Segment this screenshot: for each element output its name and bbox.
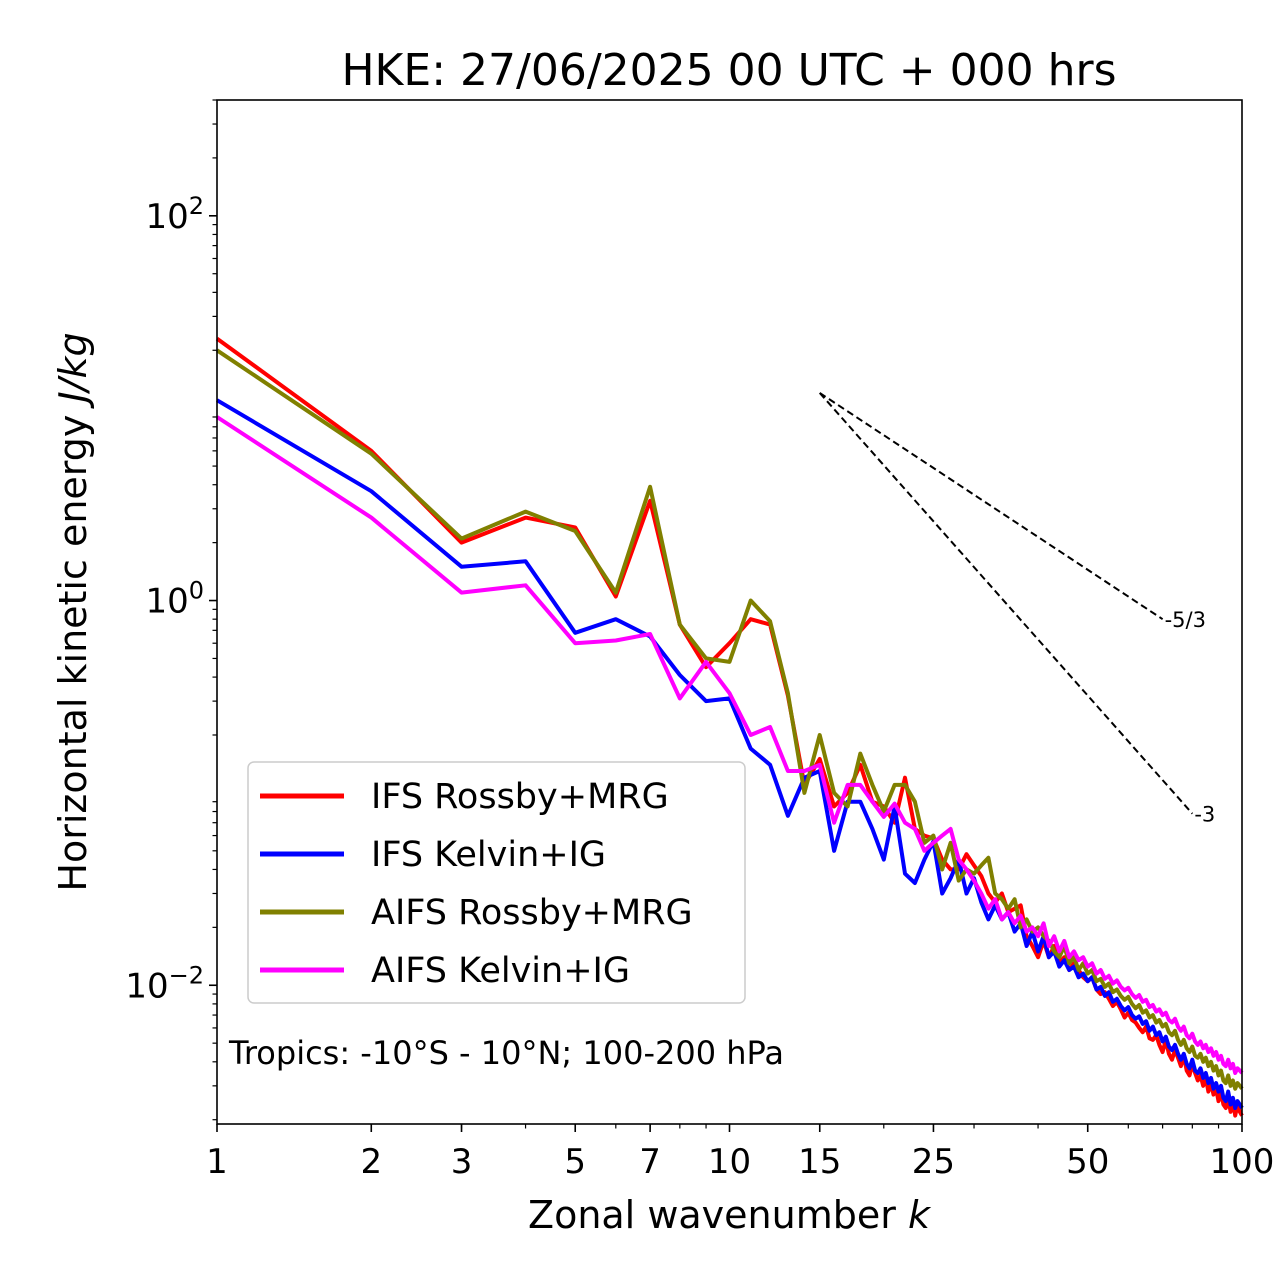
x-tick-label: 7 — [639, 1142, 661, 1182]
reference-slope-line — [819, 392, 1164, 621]
x-tick-label: 1 — [206, 1142, 228, 1182]
legend-label: AIFS Rossby+MRG — [371, 893, 693, 933]
x-tick-label: 2 — [360, 1142, 382, 1182]
legend-box — [247, 761, 746, 1004]
reference-slope-line — [818, 392, 1194, 815]
x-tick-label: 3 — [451, 1142, 473, 1182]
x-tick-label: 5 — [564, 1142, 586, 1182]
legend: IFS Rossby+MRG IFS Kelvin+IG AIFS Rossby+M… — [247, 761, 746, 1004]
x-tick-label: 25 — [912, 1142, 955, 1182]
y-tick-label: 100 — [145, 577, 204, 622]
region-annotation: Tropics: -10°S - 10°N; 100-200 hPa — [228, 1034, 784, 1072]
x-tick-label: 100 — [1210, 1142, 1275, 1182]
legend-label: IFS Rossby+MRG — [371, 777, 669, 817]
y-tick-label: 10−2 — [125, 961, 204, 1006]
series-line-aifs-rossby-mrg — [215, 348, 1244, 1091]
x-axis-label-var: k — [908, 1193, 932, 1237]
legend-label: AIFS Kelvin+IG — [371, 951, 630, 991]
series-layer — [215, 336, 1244, 1118]
reference-slope-label: -5/3 — [1165, 608, 1206, 632]
legend-label: IFS Kelvin+IG — [371, 835, 606, 875]
y-tick-label: 102 — [145, 192, 204, 237]
x-tick-labels: 1 2 3 5 7 10 15 25 50 100 — [206, 1142, 1274, 1182]
y-tick-labels: 10−2 100 102 — [125, 192, 204, 1006]
series-line-ifs-kelvin-ig — [215, 398, 1244, 1110]
y-axis-label-main: Horizontal kinetic energy — [51, 403, 95, 892]
reference-slopes: -5/3 -3 — [818, 392, 1215, 827]
x-tick-label: 50 — [1066, 1142, 1109, 1182]
x-tick-label: 15 — [798, 1142, 841, 1182]
x-axis-label: Zonal wavenumber k — [528, 1193, 932, 1237]
plot-frame — [216, 99, 1243, 1125]
chart-title: HKE: 27/06/2025 00 UTC + 000 hrs — [341, 45, 1116, 96]
x-axis-label-main: Zonal wavenumber — [528, 1193, 908, 1237]
x-tick-label: 10 — [708, 1142, 751, 1182]
reference-slope-label: -3 — [1194, 803, 1215, 827]
series-line-aifs-kelvin-ig — [215, 415, 1244, 1075]
y-axis-label-unit: J/kg — [51, 332, 95, 409]
y-axis-label: Horizontal kinetic energy J/kg — [51, 332, 95, 891]
major-ticks — [209, 215, 1243, 1132]
